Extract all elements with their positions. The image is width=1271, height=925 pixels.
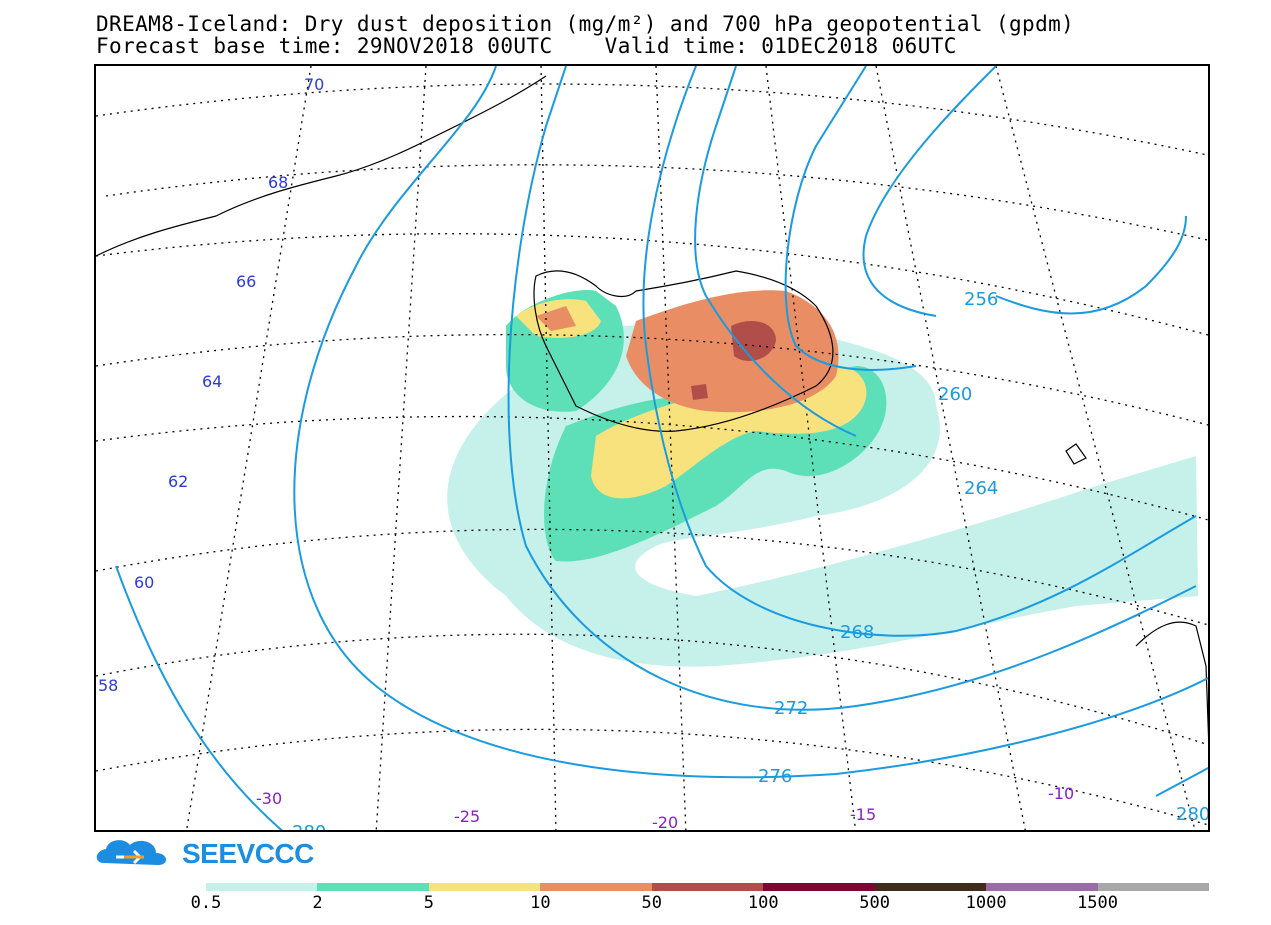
dust-10-region [536, 306, 576, 331]
geopotential-labels: 256 260 264 268 272 276 280 280 [292, 289, 1210, 832]
latitude-label: 70 [304, 75, 324, 94]
geopotential-contours [115, 66, 1208, 830]
contour-label: 256 [964, 289, 998, 310]
legend-tick-label: 500 [859, 893, 891, 913]
contour-label: 280 [292, 822, 326, 832]
legend-swatch [1097, 883, 1209, 891]
legend-swatch [763, 883, 875, 891]
legend-tick-label: 1500 [1077, 893, 1119, 913]
dust-10-region [626, 290, 839, 413]
legend-swatch [540, 883, 652, 891]
legend-swatch [317, 883, 429, 891]
legend-tick-label: 5 [423, 893, 434, 913]
map-canvas: 70 68 66 64 62 60 58 -30 -25 -20 -15 -10… [96, 66, 1210, 832]
latitude-label: 60 [134, 573, 154, 592]
map-panel: 70 68 66 64 62 60 58 -30 -25 -20 -15 -10… [94, 64, 1210, 832]
contour-label: 264 [964, 478, 998, 499]
contour-label: 280 [1176, 804, 1210, 825]
legend-tick-label: 10 [530, 893, 551, 913]
chart-title: DREAM8-Iceland: Dry dust deposition (mg/… [96, 12, 1075, 36]
latitude-label: 66 [236, 272, 256, 291]
faroe-islands [1065, 443, 1087, 465]
contour-label: 272 [774, 698, 808, 719]
legend-swatch [428, 883, 541, 891]
dust-50-region [731, 321, 776, 361]
longitude-label: -25 [454, 807, 480, 826]
longitude-label: -20 [652, 813, 678, 832]
legend-tick-label: 1000 [965, 893, 1007, 913]
contour-label: 260 [938, 384, 972, 405]
dust-50-region [691, 384, 708, 400]
dust-deposition-field [447, 290, 1198, 667]
longitude-label: -10 [1048, 784, 1074, 803]
graticule [96, 66, 1208, 830]
legend-swatch [874, 883, 987, 891]
color-legend [206, 883, 1209, 891]
latitude-label: 58 [98, 676, 118, 695]
logo-text: SEEVCCC [182, 838, 314, 869]
greenland-coast [96, 75, 547, 257]
latitude-label: 64 [202, 372, 222, 391]
legend-swatch [206, 883, 318, 891]
contour-label: 268 [840, 622, 874, 643]
longitude-label: -15 [850, 805, 876, 824]
legend-tick-label: 50 [641, 893, 663, 913]
legend-swatch [651, 883, 764, 891]
legend-tick-label: 0.5 [190, 893, 222, 913]
legend-tick-label: 100 [747, 893, 779, 913]
norway-coast [1135, 621, 1208, 739]
chart-subtitle: Forecast base time: 29NOV2018 00UTC Vali… [96, 34, 957, 58]
contour-label: 276 [758, 766, 792, 787]
latitude-labels: 70 68 66 64 62 60 58 [98, 75, 324, 695]
latitude-label: 62 [168, 472, 188, 491]
legend-swatch [986, 883, 1098, 891]
longitude-label: -30 [256, 789, 282, 808]
seevccc-cloud-arrow-icon [96, 840, 167, 865]
legend-tick-label: 2 [312, 893, 323, 913]
longitude-labels: -30 -25 -20 -15 -10 [256, 784, 1074, 832]
latitude-label: 68 [268, 173, 288, 192]
